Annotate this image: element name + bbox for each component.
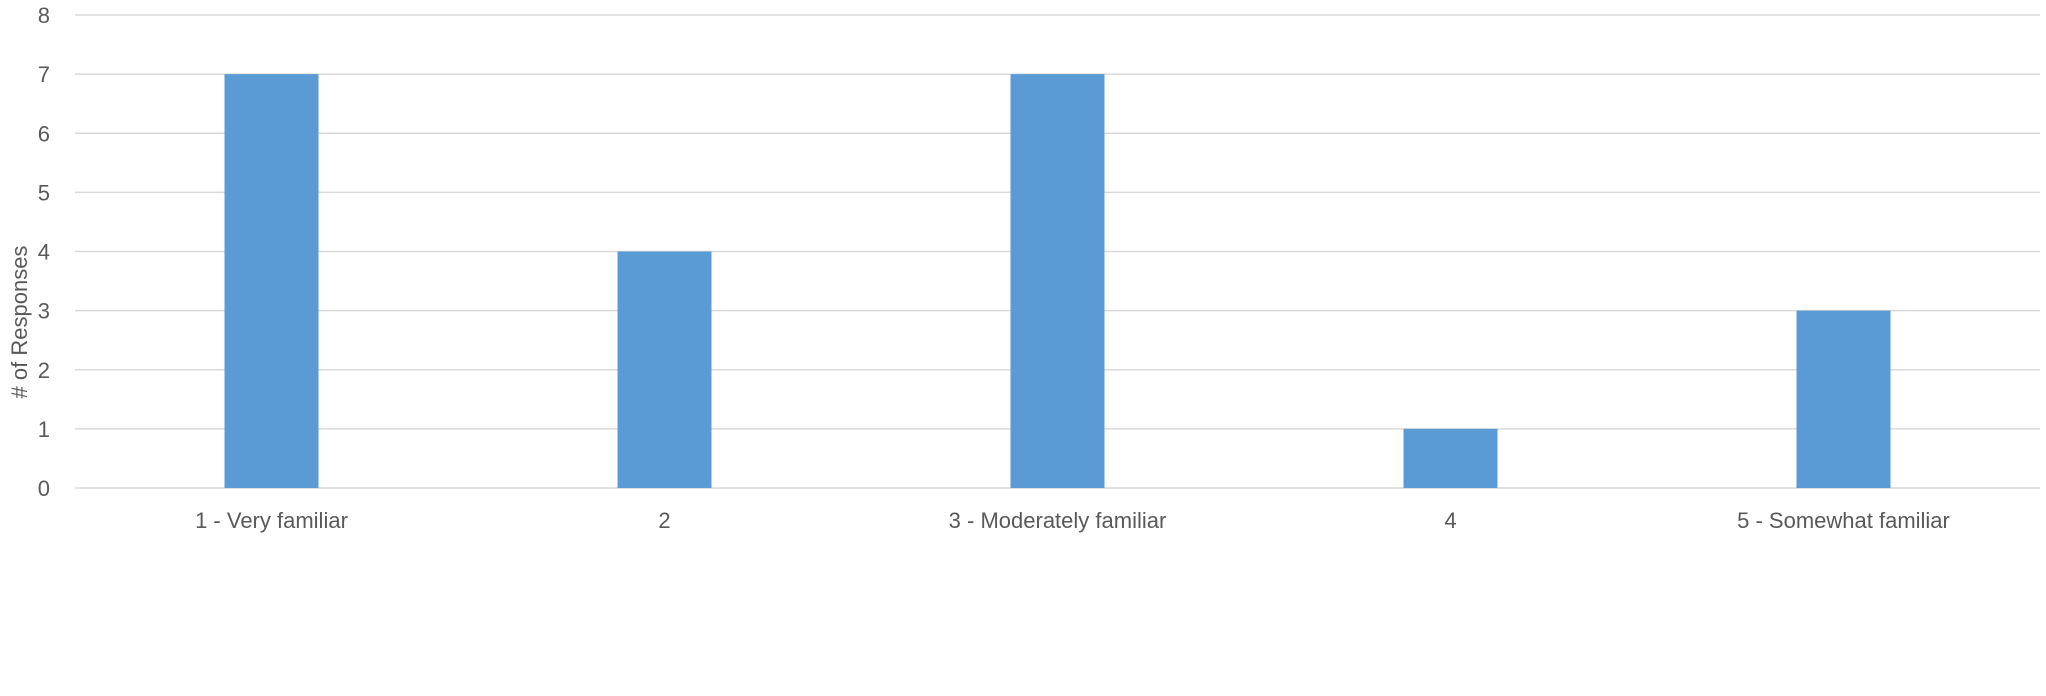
bar	[1796, 310, 1891, 488]
x-axis-ticks: 1 - Very familiar 2 3 - Moderately familia…	[195, 508, 1950, 533]
bars	[224, 74, 1891, 488]
x-tick-label: 5 - Somewhat familiar	[1737, 508, 1950, 533]
x-tick-label: 4	[1444, 508, 1456, 533]
y-tick-label: 7	[38, 62, 50, 87]
x-tick-label: 2	[658, 508, 670, 533]
y-axis-ticks: 0 1 2 3 4 5 6 7 8	[38, 3, 50, 501]
x-tick-label: 3 - Moderately familiar	[949, 508, 1167, 533]
bar	[617, 251, 712, 488]
bar	[224, 74, 319, 488]
y-tick-label: 1	[38, 417, 50, 442]
y-tick-label: 2	[38, 358, 50, 383]
y-tick-label: 0	[38, 476, 50, 501]
bar	[1403, 428, 1498, 488]
bar	[1010, 74, 1105, 488]
y-tick-label: 6	[38, 121, 50, 146]
y-tick-label: 8	[38, 3, 50, 28]
y-tick-label: 4	[38, 240, 50, 265]
x-tick-label: 1 - Very familiar	[195, 508, 348, 533]
y-tick-label: 3	[38, 299, 50, 324]
y-tick-label: 5	[38, 180, 50, 205]
y-axis-title: # of Responses	[7, 246, 32, 399]
